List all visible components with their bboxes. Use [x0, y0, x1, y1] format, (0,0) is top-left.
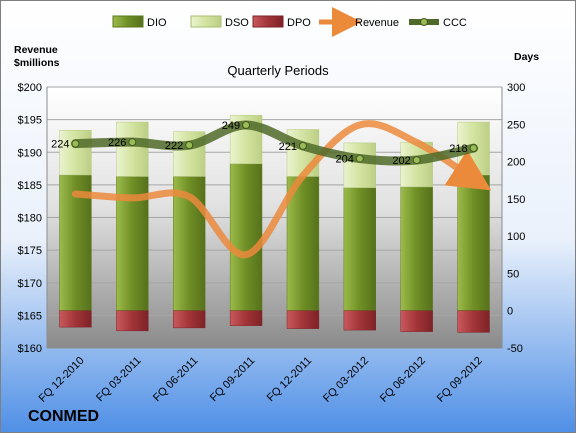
y-left-tick-label: $185: [18, 180, 42, 192]
y-right-tick-label: 0: [507, 306, 513, 318]
legend-swatch-dpo: [252, 15, 284, 28]
legend-item-dpo: DPO: [252, 15, 311, 29]
ccc-data-label: 226: [108, 137, 126, 149]
ccc-point: [469, 144, 478, 153]
ccc-point: [298, 141, 307, 150]
y-left-tick-label: $190: [18, 147, 42, 159]
y-left-tick-label: $160: [18, 343, 42, 355]
ccc-line: [70, 120, 479, 166]
legend-label-dpo: DPO: [287, 17, 311, 29]
bar-dio: [343, 187, 376, 311]
bar-dpo: [116, 310, 149, 332]
company-name: CONMED: [28, 408, 99, 425]
bar-dpo: [286, 310, 320, 329]
y-left-title-line1: Revenue: [14, 44, 58, 56]
ccc-point: [412, 156, 421, 165]
bar-dpo: [457, 310, 490, 333]
ccc-point: [128, 138, 137, 147]
y-left-tick-label: $165: [18, 310, 42, 322]
bar-dio: [229, 163, 263, 311]
bars: [59, 115, 490, 333]
bar-dpo: [173, 310, 206, 329]
lines: [70, 120, 492, 259]
bar-dio: [400, 186, 433, 311]
legend: DIO DSO DPO Revenue CCC: [112, 7, 467, 37]
ccc-point: [355, 154, 364, 163]
legend-swatch-ccc-marker: [420, 18, 428, 26]
legend-label-revenue: Revenue: [355, 17, 399, 29]
ccc-data-label: 224: [51, 139, 69, 151]
ccc-point: [185, 141, 194, 150]
y-right-tick-label: 250: [507, 119, 525, 131]
legend-swatch-dio: [112, 15, 144, 28]
bar-dso: [116, 121, 149, 177]
y-left-tick-label: $170: [18, 278, 42, 290]
ccc-data-label: 204: [335, 154, 353, 166]
y-left-tick-label: $195: [18, 115, 42, 127]
ccc-point: [71, 139, 80, 148]
legend-item-dio: DIO: [112, 15, 167, 29]
bar-dpo: [59, 310, 92, 328]
legend-item-ccc: CCC: [409, 17, 467, 29]
revenue-line: [71, 120, 492, 259]
y-right-tick-label: 200: [507, 157, 525, 169]
y-left-tick-label: $200: [18, 82, 42, 94]
legend-item-revenue: Revenue: [319, 7, 399, 37]
data-labels: 224 226 222 249 221 204 202 218: [51, 120, 467, 167]
legend-label-dso: DSO: [225, 17, 249, 29]
ccc-data-label: 222: [165, 140, 183, 152]
bar-dio: [286, 176, 320, 311]
bar-dpo: [343, 310, 376, 331]
y-right-title: Days: [514, 51, 539, 63]
chart-title: Quarterly Periods: [227, 63, 329, 78]
ccc-point: [242, 121, 251, 130]
bar-dso: [59, 130, 92, 176]
bar-dio: [457, 174, 490, 311]
ccc-data-label: 202: [392, 155, 410, 167]
y-right-tick-label: 300: [507, 82, 525, 94]
y-left-title-line2: $millions: [14, 57, 60, 69]
ccc-data-label: 218: [449, 143, 467, 155]
legend-label-ccc: CCC: [443, 17, 467, 29]
legend-swatch-dso: [190, 15, 222, 28]
bar-dpo: [400, 310, 433, 332]
y-right-tick-label: 150: [507, 194, 525, 206]
legend-label-dio: DIO: [147, 17, 167, 29]
y-left-tick-label: $180: [18, 213, 42, 225]
bar-dpo: [229, 310, 263, 326]
ccc-data-label: 249: [222, 120, 240, 132]
legend-item-dso: DSO: [190, 15, 249, 29]
ccc-data-label: 221: [279, 141, 297, 153]
y-right-tick-label: 50: [507, 268, 519, 280]
y-right-tick-label: 100: [507, 231, 525, 243]
y-right-tick-label: -50: [507, 343, 523, 355]
bar-dso: [343, 142, 376, 188]
y-left-tick-label: $175: [18, 245, 42, 257]
